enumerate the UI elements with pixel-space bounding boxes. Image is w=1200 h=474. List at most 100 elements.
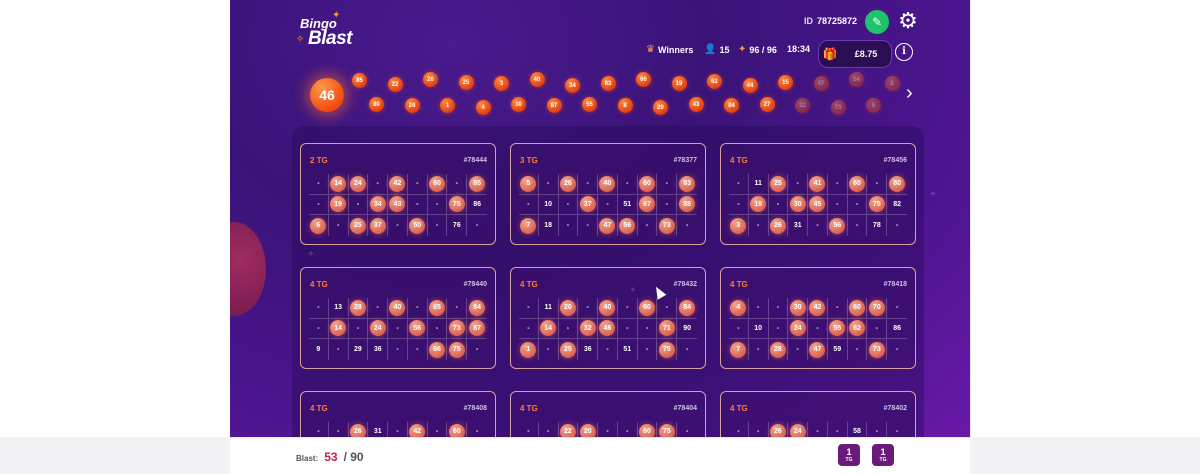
bingo-ticket-card[interactable]: 4 TG #78440-13 28-40-65-84-14-24-56-73 87 9-…: [300, 267, 496, 369]
ticket-cell: -: [867, 174, 888, 195]
marked-number: 20: [579, 423, 596, 437]
ticket-cell: -: [539, 339, 559, 360]
ticket-cell: -: [788, 174, 809, 195]
players-value: 15: [719, 44, 730, 55]
called-ball: 84: [724, 98, 739, 113]
tickets-count: ✦ 96 / 96: [738, 44, 777, 55]
ticket-cell: -: [329, 339, 349, 360]
ticket-cell: 51: [618, 339, 638, 360]
blast-label: Blast:: [296, 454, 319, 463]
ticket-cell: 70: [867, 298, 888, 319]
ticket-filter-button-2[interactable]: 1 TG: [872, 444, 894, 466]
ticket-cell: -: [407, 298, 428, 319]
ticket-cell: 60: [637, 174, 658, 195]
ticket-cell: -: [309, 422, 329, 437]
settings-gear-icon[interactable]: ⚙: [898, 8, 918, 33]
ticket-grid: -13 28-40-65-84-14-24-56-73 87 9-29 36- -66 75…: [309, 298, 487, 360]
marked-number: 37: [579, 196, 596, 213]
bingo-ticket-card[interactable]: 4 TG #78402- -26 24- -58- -: [720, 391, 916, 437]
ticket-cell: -: [519, 298, 539, 319]
bingo-ticket-card[interactable]: 4 TG #78456-11 25-41-60-80-19-30 45- -75 82 3-…: [720, 143, 916, 245]
ticket-cell: -: [729, 174, 749, 195]
ticket-cell: -: [677, 422, 697, 437]
winners-label: Winners: [657, 44, 694, 55]
ticket-cell: 88: [677, 195, 697, 216]
called-ball: 62: [707, 74, 722, 89]
bingo-ticket-card[interactable]: 4 TG #78432-11 20-40-60-84-14-32 46- -71 90 1-…: [510, 267, 706, 369]
buy-tickets-button[interactable]: ✎: [865, 10, 889, 34]
ticket-cell: 62: [847, 318, 868, 340]
ticket-cell: -: [388, 318, 408, 340]
bingo-ticket-card[interactable]: 4 TG #78418 4- -30 42-60 70- -10-24-55 62-86 7-2…: [720, 267, 916, 369]
bingo-ticket-card[interactable]: 2 TG #78444-14 24-42-60-85-19-34 43- -75 86 6-…: [300, 143, 496, 245]
marked-number: 1: [520, 341, 537, 358]
ticket-cell: -: [598, 422, 618, 437]
ticket-cell: -: [729, 318, 749, 340]
called-ball: 22: [387, 77, 403, 92]
marked-number: 28: [769, 341, 786, 358]
ticket-cell: 24: [348, 174, 369, 195]
marked-number: 25: [349, 217, 366, 234]
called-ball: 15: [778, 75, 793, 90]
winners-link[interactable]: ♛ Winners: [646, 44, 693, 55]
ticket-cell: 1: [519, 339, 539, 360]
id-value: 78725872: [817, 16, 858, 26]
jackpot-prize[interactable]: 🎁 £8.75: [818, 40, 892, 68]
ticket-grid: - -26 31-42-60-: [309, 422, 487, 437]
ticket-cell: 86: [467, 195, 487, 216]
ticket-cell: 42: [808, 298, 828, 319]
marked-number: 56: [619, 217, 636, 234]
bingo-ticket-card[interactable]: 4 TG #78408- -26 31-42-60-: [300, 391, 496, 437]
ticket-cell: -: [848, 215, 868, 236]
ticket-cell: 87: [467, 319, 487, 340]
ticket-cell: 28: [348, 298, 369, 319]
ticket-cell: 29: [349, 339, 369, 360]
star-decoration: ✧: [308, 251, 314, 258]
ticket-cell: -: [808, 215, 828, 236]
ticket-id: #78402: [883, 405, 907, 412]
ticket-cell: 7: [519, 215, 539, 236]
ticket-cell: -: [788, 339, 809, 360]
marked-number: 75: [658, 423, 675, 437]
chevron-right-icon[interactable]: ›: [906, 82, 913, 104]
info-icon[interactable]: i: [895, 43, 913, 61]
ticket-cell: -: [808, 422, 828, 437]
btn1-bottom: TG: [845, 457, 853, 463]
marked-number: 6: [310, 217, 327, 234]
ticket-cell: -: [388, 339, 408, 360]
called-ball: 66: [636, 72, 651, 87]
marked-number: 73: [868, 341, 885, 358]
ticket-cell: -: [895, 222, 899, 230]
ticket-filter-button-1[interactable]: 1 TG: [838, 444, 860, 466]
marked-number: 24: [349, 175, 366, 192]
bingo-ticket-card[interactable]: 4 TG #78404- -22 20- -60 75-: [510, 391, 706, 437]
ticket-cell: 75: [657, 422, 678, 437]
marked-number: 60: [849, 299, 866, 316]
marked-number: 80: [889, 175, 906, 192]
marked-number: 75: [448, 196, 465, 213]
ticket-cell: 25: [559, 339, 579, 360]
btn2-bottom: TG: [879, 457, 887, 463]
called-ball: 43: [688, 97, 704, 112]
ticket-cell: 37: [578, 194, 599, 216]
ticket-cell: -: [749, 215, 769, 236]
bingo-ticket-card[interactable]: 3 TG #78377 5-26-40-60-83-10-37-51 67-88 7 18…: [510, 143, 706, 245]
ticket-cell: 40: [598, 298, 618, 319]
ticket-cell: -: [618, 422, 638, 437]
ticket-small-icon: ✦: [738, 44, 747, 55]
called-ball: 73: [830, 100, 846, 115]
timer-value: 18:34: [787, 44, 811, 54]
ticket-grid: -11 25-41-60-80-19-30 45- -75 82 3-26 31-56-78…: [729, 174, 907, 236]
marked-number: 75: [658, 341, 675, 358]
ticket-cell: -: [475, 222, 479, 230]
ticket-cell: -: [329, 215, 349, 236]
called-ball: 34: [565, 78, 580, 93]
player-id: ID 78725872: [804, 16, 857, 26]
marked-number: 62: [849, 320, 866, 337]
ticket-grid: - -22 20- -60 75-: [519, 422, 697, 437]
ticket-cell: -: [578, 215, 599, 236]
ticket-cell: -: [828, 422, 848, 437]
ticket-cell: 71: [657, 318, 678, 340]
marked-number: 3: [730, 217, 747, 234]
called-ball: 40: [529, 72, 545, 87]
